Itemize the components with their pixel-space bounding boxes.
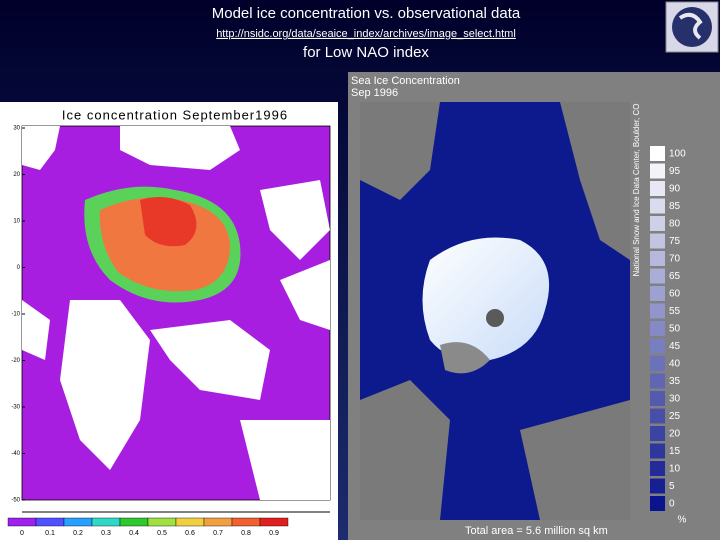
colorbar-swatch	[147, 517, 177, 527]
legend-label: 20	[669, 429, 681, 440]
latitude-label: -10	[11, 312, 20, 318]
data-credit: National Snow and Ice Data Center, Bould…	[632, 104, 641, 277]
total-area: Total area = 5.6 million sq km	[465, 525, 608, 537]
legend-swatch	[650, 286, 665, 301]
legend-swatch	[650, 443, 665, 459]
legend-swatch	[650, 198, 665, 214]
model-map-panel: Ice concentration September1996	[0, 102, 338, 540]
legend-swatch	[650, 303, 665, 319]
legend-label: 40	[669, 359, 681, 370]
colorbar-label: 0.3	[101, 530, 111, 537]
colorbar-swatch	[35, 517, 65, 527]
legend-label: 60	[669, 289, 681, 300]
legend-label: 95	[669, 166, 681, 177]
legend-swatch	[650, 163, 665, 179]
colorbar-swatch	[119, 517, 149, 527]
legend-swatch	[650, 146, 665, 161]
legend-label: 55	[669, 306, 681, 317]
colorbar-label: 0.6	[185, 530, 195, 537]
colorbar-swatch	[175, 517, 205, 527]
legend-swatch	[650, 426, 665, 441]
colorbar-swatch	[7, 517, 37, 527]
legend-label: 10	[669, 464, 681, 475]
legend-label: 65	[669, 271, 681, 282]
legend-swatch	[650, 321, 665, 336]
legend-unit: %	[678, 515, 687, 526]
observation-map-date: Sep 1996	[351, 87, 398, 99]
colorbar-swatch	[231, 517, 261, 527]
colorbar-label: 0.1	[45, 530, 55, 537]
legend-label: 50	[669, 324, 681, 335]
latitude-label: -30	[11, 405, 20, 411]
legend-label: 80	[669, 219, 681, 230]
legend-label: 0	[669, 499, 675, 510]
colorbar-label: 0.8	[241, 530, 251, 537]
legend-swatch	[650, 408, 665, 424]
slide-subtitle: for Low NAO index	[303, 44, 429, 61]
latitude-label: 0	[17, 265, 21, 271]
colorbar-swatch	[91, 517, 121, 527]
legend-swatch	[650, 373, 665, 389]
observation-map-title: Sea Ice Concentration	[351, 75, 460, 87]
legend-label: 5	[669, 481, 675, 492]
legend-swatch	[650, 356, 665, 371]
legend-label: 30	[669, 394, 681, 405]
legend-label: 75	[669, 236, 681, 247]
legend-label: 25	[669, 411, 681, 422]
colorbar-swatch	[63, 517, 93, 527]
legend-swatch	[650, 461, 665, 476]
latitude-label: -40	[11, 451, 20, 457]
colorbar-swatch	[203, 517, 233, 527]
legend-swatch	[650, 496, 665, 511]
legend-swatch	[650, 233, 665, 249]
colorbar-label: 0	[20, 530, 24, 537]
legend-label: 70	[669, 254, 681, 265]
legend-swatch	[650, 251, 665, 266]
legend-swatch	[650, 216, 665, 231]
colorbar-label: 0.2	[73, 530, 83, 537]
legend-label: 90	[669, 184, 681, 195]
colorbar-label: 0.5	[157, 530, 167, 537]
legend-label: 15	[669, 446, 681, 457]
latitude-label: 30	[13, 126, 20, 132]
colorbar-label: 0.7	[213, 530, 223, 537]
legend-label: 35	[669, 376, 681, 387]
colorbar-label: 0.4	[129, 530, 139, 537]
legend-swatch	[650, 181, 665, 196]
legend-swatch	[650, 391, 665, 406]
legend-swatch	[650, 338, 665, 354]
latitude-label: -20	[11, 358, 20, 364]
colorbar-swatch	[259, 517, 289, 527]
legend-swatch	[650, 478, 665, 494]
legend-label: 85	[669, 201, 681, 212]
model-map-title: Ice concentration September1996	[62, 107, 288, 122]
latitude-label: 20	[13, 172, 20, 178]
logo	[665, 1, 719, 53]
source-link[interactable]: http://nsidc.org/data/seaice_index/archi…	[216, 28, 516, 40]
colorbar-label: 0.9	[269, 530, 279, 537]
slide-title: Model ice concentration vs. observationa…	[212, 5, 521, 22]
latitude-label: 10	[13, 219, 20, 225]
legend-swatch	[650, 268, 665, 284]
latitude-label: -50	[11, 498, 20, 504]
legend-label: 45	[669, 341, 681, 352]
legend-label: 100	[669, 149, 686, 160]
